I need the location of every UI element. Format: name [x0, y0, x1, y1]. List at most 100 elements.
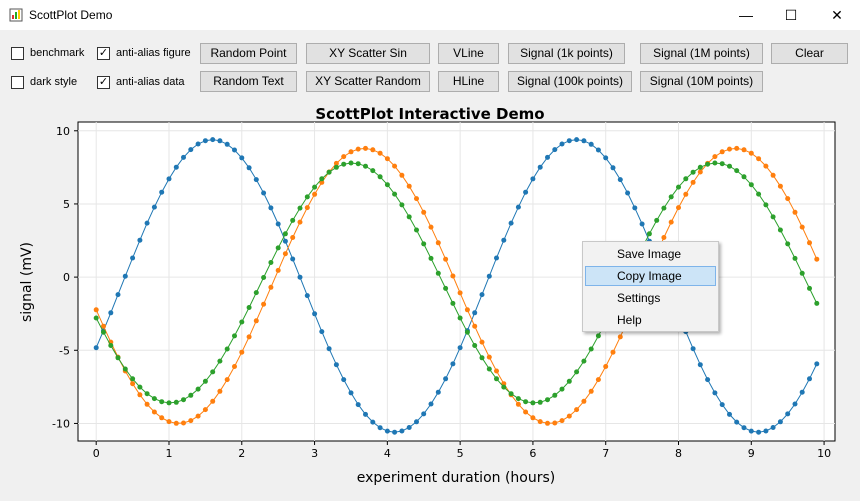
data-point: [428, 224, 434, 230]
data-point: [486, 354, 492, 360]
menu-item-help[interactable]: Help: [617, 313, 642, 327]
data-point: [304, 194, 310, 200]
series-line-1: [95, 139, 818, 433]
data-point: [151, 396, 157, 402]
y-axis-label: signal (mV): [19, 242, 35, 322]
data-point: [290, 235, 296, 240]
anti-alias-figure-checkbox[interactable]: ✓: [97, 47, 110, 60]
data-point: [566, 413, 572, 419]
maximize-button[interactable]: ☐: [784, 7, 798, 23]
data-point: [595, 147, 601, 153]
data-point: [501, 237, 507, 243]
data-point: [537, 419, 543, 425]
x-tick-label: 6: [529, 447, 536, 460]
xy-scatter-random-button[interactable]: XY Scatter Random: [306, 71, 430, 92]
data-point: [748, 150, 754, 156]
data-point: [333, 160, 339, 166]
menu-item-settings[interactable]: Settings: [617, 291, 661, 305]
data-point: [377, 150, 383, 156]
data-point: [450, 361, 456, 367]
grid: [78, 122, 835, 441]
data-point: [494, 368, 499, 374]
data-point: [239, 155, 245, 161]
data-point: [93, 315, 99, 321]
plot-area[interactable]: ScottPlot Interactive Demo 0 1 2 3 4 5 6 7 8 9 10 1…: [0, 98, 860, 501]
x-axis-label: experiment duration (hours): [357, 470, 556, 486]
data-point: [479, 339, 485, 345]
data-point: [282, 231, 288, 237]
data-point: [770, 214, 776, 220]
x-tick-label: 7: [602, 447, 609, 460]
data-point: [341, 161, 347, 167]
data-point: [210, 137, 216, 143]
signal-100k-button[interactable]: Signal (100k points): [508, 71, 632, 92]
vline-button[interactable]: VLine: [438, 43, 499, 64]
data-point: [617, 177, 623, 183]
data-point: [574, 369, 580, 375]
dark-style-checkbox[interactable]: [11, 76, 24, 89]
data-point: [188, 392, 194, 398]
data-point: [435, 389, 441, 395]
data-point: [130, 255, 136, 261]
data-point: [508, 220, 514, 226]
signal-1m-button[interactable]: Signal (1M points): [640, 43, 763, 64]
data-point: [705, 377, 711, 383]
xy-scatter-sin-button[interactable]: XY Scatter Sin: [306, 43, 430, 64]
clear-button[interactable]: Clear: [771, 43, 848, 64]
data-point: [151, 204, 157, 210]
data-point: [151, 409, 157, 415]
data-point: [181, 420, 186, 426]
signal-10m-button[interactable]: Signal (10M points): [640, 71, 763, 92]
data-point: [224, 141, 230, 147]
data-point: [719, 402, 725, 408]
data-point: [574, 137, 580, 143]
data-point: [508, 391, 514, 397]
data-point: [443, 376, 449, 382]
data-point: [792, 209, 798, 215]
close-button[interactable]: ✕: [831, 7, 843, 23]
data-point: [312, 191, 318, 197]
data-point: [523, 399, 529, 405]
data-point: [712, 390, 718, 396]
data-point: [807, 240, 812, 246]
data-point: [232, 333, 237, 339]
menu-item-copy-image[interactable]: Copy Image: [585, 266, 716, 286]
data-point: [450, 273, 456, 279]
data-point: [159, 399, 165, 405]
data-point: [348, 390, 354, 396]
data-point: [421, 411, 427, 417]
random-text-button[interactable]: Random Text: [200, 71, 297, 92]
data-point: [406, 425, 412, 430]
data-point: [217, 138, 223, 144]
menu-item-save-image[interactable]: Save Image: [617, 247, 682, 261]
data-point: [581, 358, 587, 364]
series-line-2: [95, 147, 818, 424]
data-point: [173, 420, 179, 426]
benchmark-checkbox[interactable]: [11, 47, 24, 60]
data-point: [137, 392, 143, 398]
data-point: [253, 177, 259, 183]
data-point: [756, 156, 762, 162]
anti-alias-data-checkbox[interactable]: ✓: [97, 76, 110, 89]
data-point: [239, 319, 245, 325]
anti-alias-data-label: anti-alias data: [116, 76, 185, 88]
data-point: [523, 189, 529, 195]
data-point: [261, 275, 267, 280]
data-point: [363, 411, 368, 417]
data-point: [399, 202, 405, 208]
signal-1k-button[interactable]: Signal (1k points): [508, 43, 625, 64]
data-point: [384, 182, 390, 188]
data-point: [414, 196, 419, 202]
data-point: [777, 419, 783, 425]
data-point: [239, 349, 245, 355]
minimize-button[interactable]: —: [739, 7, 753, 23]
hline-button[interactable]: HLine: [438, 71, 499, 92]
data-point: [195, 413, 201, 419]
data-point: [428, 255, 434, 261]
data-point: [464, 307, 470, 313]
data-point: [355, 402, 361, 408]
random-point-button[interactable]: Random Point: [200, 43, 297, 64]
data-point: [748, 182, 754, 188]
data-point: [814, 361, 820, 367]
data-point: [406, 183, 412, 189]
